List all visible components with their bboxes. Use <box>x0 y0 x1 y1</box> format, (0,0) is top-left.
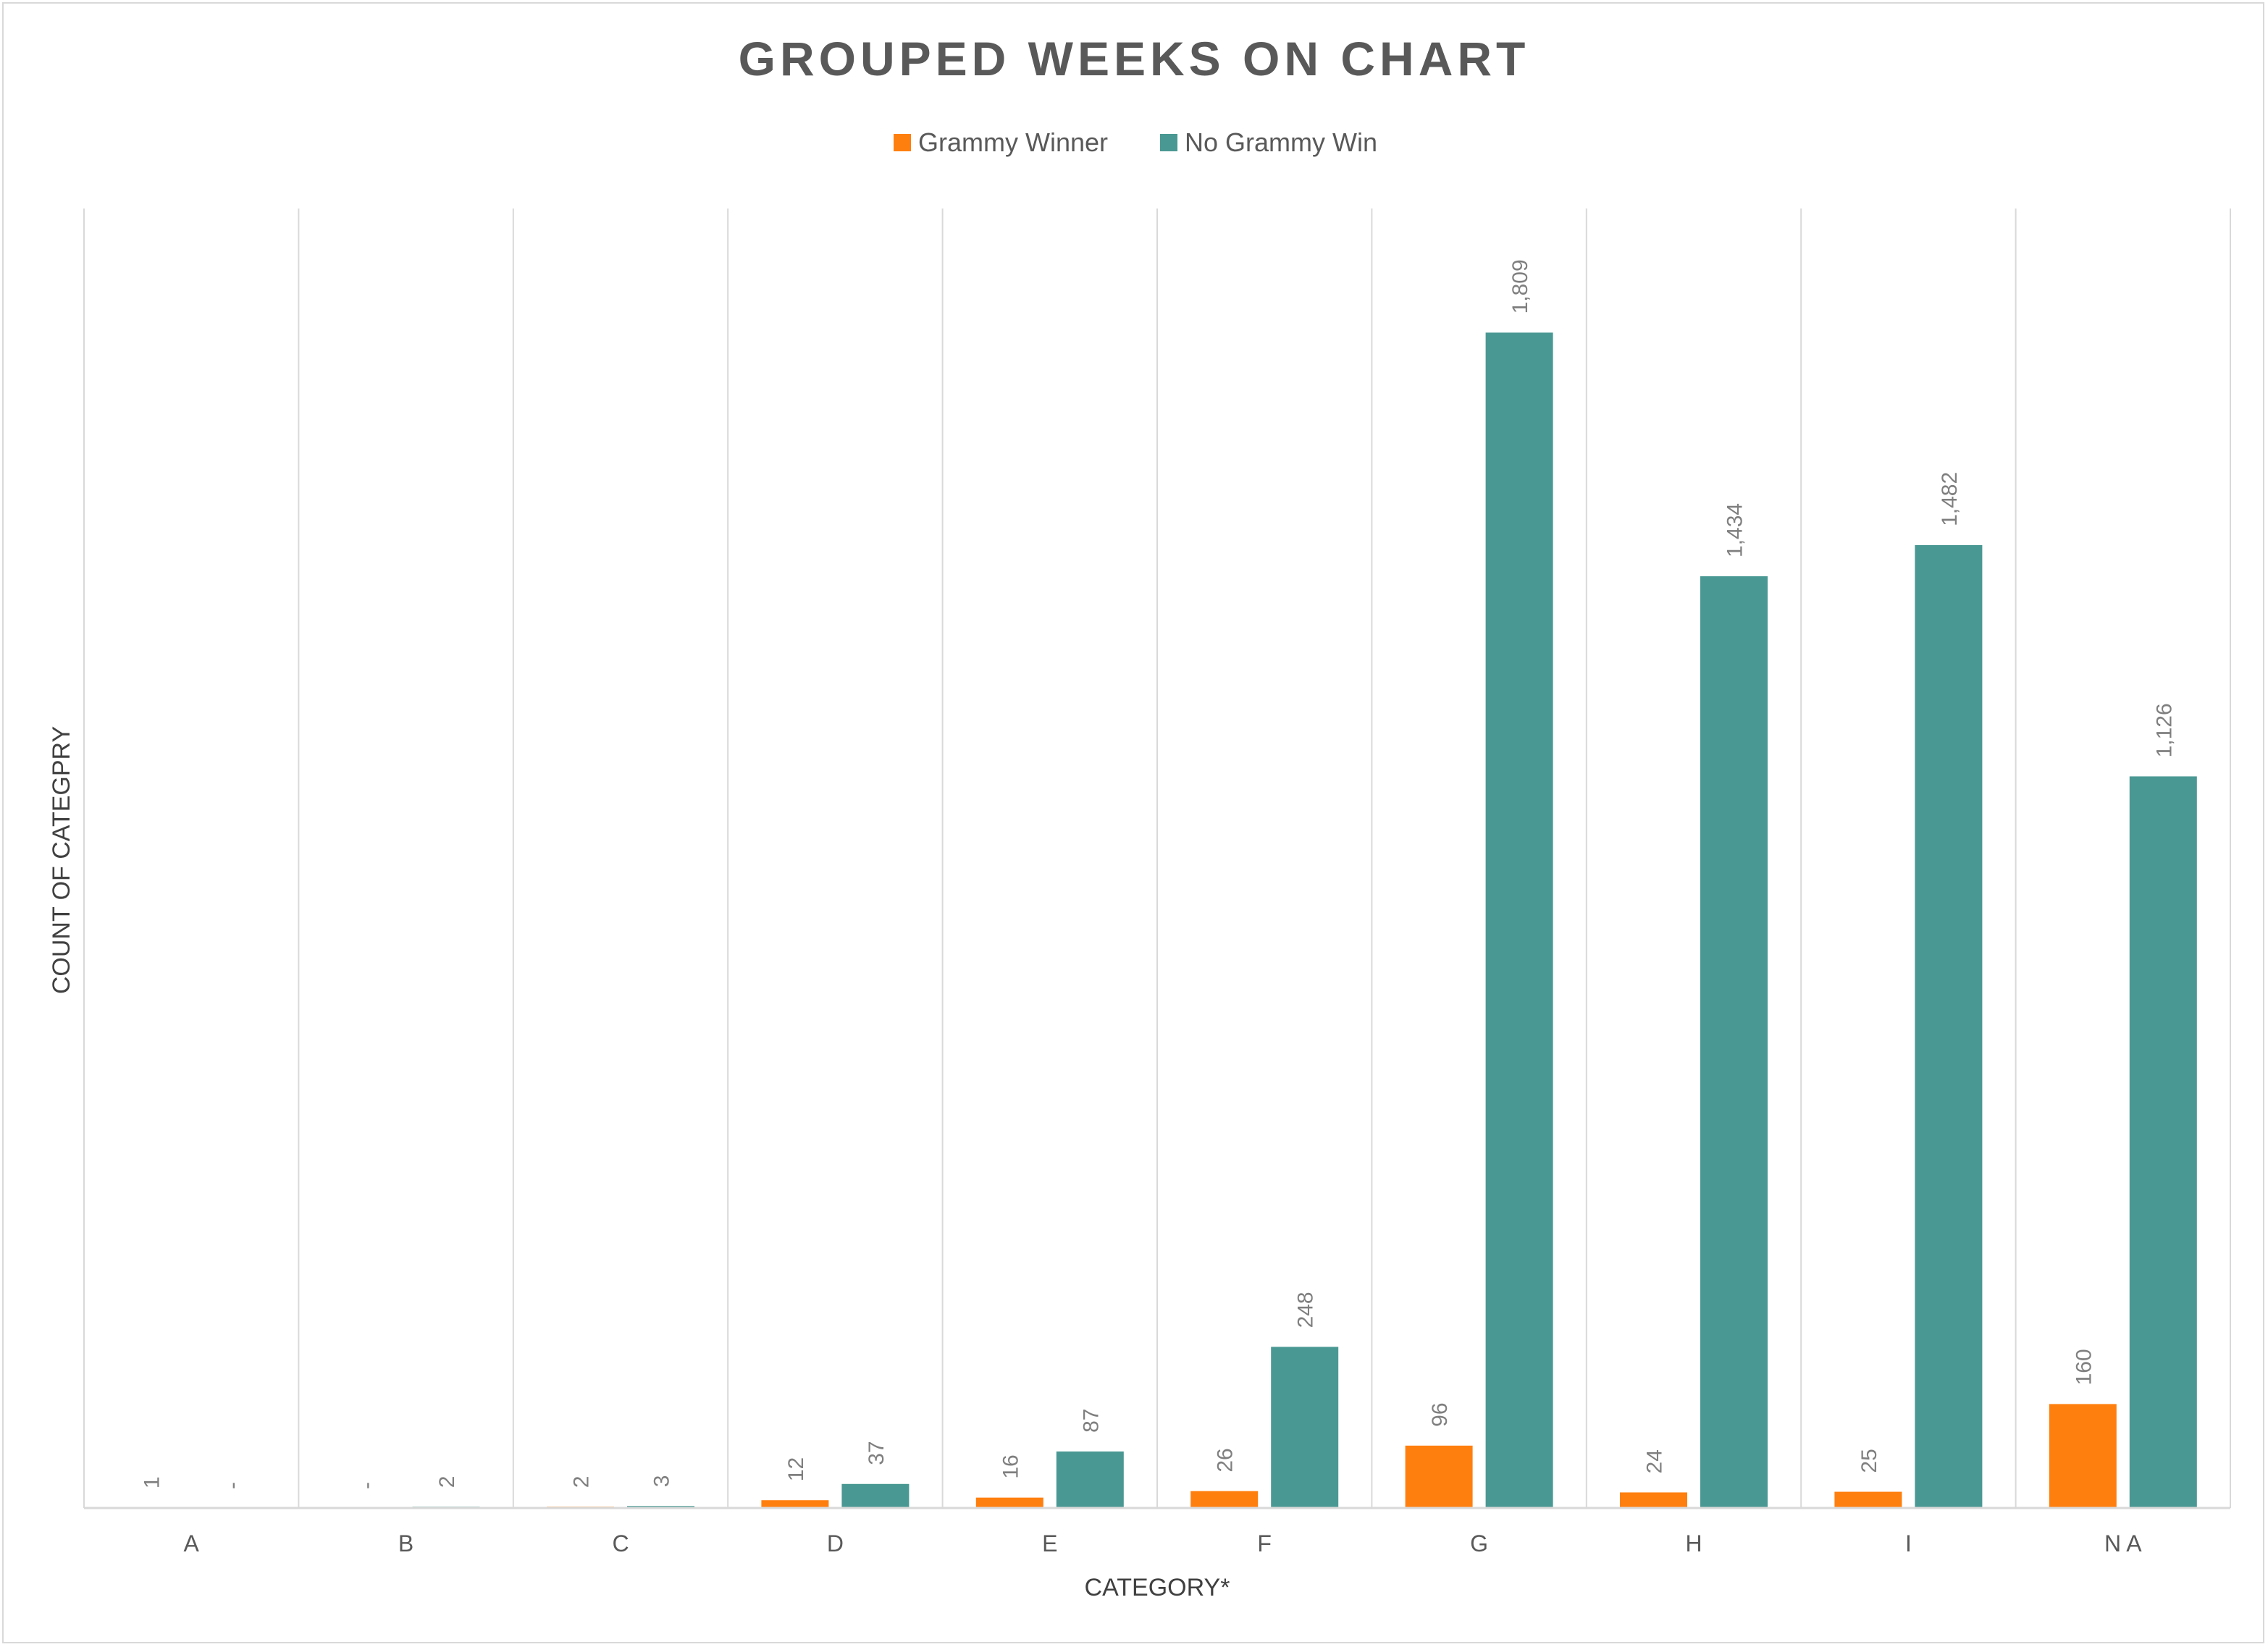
data-label-grammy-winner-n-a: 160 <box>2072 1349 2096 1385</box>
x-tick-label: B <box>398 1530 413 1557</box>
bar-no-grammy-win-i <box>1915 544 1983 1508</box>
x-tick-label: D <box>827 1530 844 1557</box>
x-tick-label: A <box>184 1530 200 1557</box>
y-axis-title: COUNT OF CATEGPRY <box>48 726 75 994</box>
bar-grammy-winner-n-a <box>2049 1404 2117 1508</box>
x-tick-label: G <box>1470 1530 1488 1557</box>
chart-title: GROUPED WEEKS ON CHART <box>739 32 1530 85</box>
x-axis-title: CATEGORY* <box>1085 1574 1230 1601</box>
data-label-no-grammy-win-f: 248 <box>1294 1292 1318 1328</box>
bar-no-grammy-win-e <box>1056 1451 1124 1508</box>
bar-no-grammy-win-g <box>1485 332 1553 1508</box>
legend-swatch-no-grammy-win <box>1160 134 1177 151</box>
data-label-no-grammy-win-i: 1,482 <box>1938 472 1962 526</box>
data-label-grammy-winner-b: - <box>355 1482 379 1489</box>
data-label-grammy-winner-h: 24 <box>1643 1449 1667 1473</box>
bar-no-grammy-win-n-a <box>2129 776 2197 1508</box>
bar-no-grammy-win-f <box>1271 1347 1339 1508</box>
x-tick-label: I <box>1905 1530 1912 1557</box>
data-label-no-grammy-win-c: 3 <box>650 1475 674 1488</box>
data-label-no-grammy-win-n-a: 1,126 <box>2152 703 2176 757</box>
bars <box>117 332 2197 1508</box>
bar-no-grammy-win-h <box>1700 576 1768 1508</box>
data-labels: 1 - - 2 2 3 12 37 16 87 26 248 96 1,809 24 1,434 25 1,482… <box>140 259 2177 1489</box>
legend: Grammy Winner No Grammy Win <box>894 127 1377 157</box>
x-tick-label: F <box>1257 1530 1272 1557</box>
data-label-no-grammy-win-d: 37 <box>865 1441 889 1465</box>
x-tick-label: E <box>1042 1530 1057 1557</box>
category-gridlines <box>83 208 2231 1508</box>
data-label-grammy-winner-e: 16 <box>999 1454 1022 1478</box>
x-tick-label: H <box>1685 1530 1702 1557</box>
bar-no-grammy-win-d <box>841 1483 910 1508</box>
x-tick-label: C <box>612 1530 629 1557</box>
data-label-grammy-winner-c: 2 <box>570 1476 594 1488</box>
data-label-no-grammy-win-b: 2 <box>435 1476 459 1488</box>
data-label-no-grammy-win-a: - <box>221 1482 245 1489</box>
bar-grammy-winner-i <box>1834 1491 1902 1508</box>
data-label-grammy-winner-i: 25 <box>1857 1449 1881 1473</box>
legend-swatch-grammy-winner <box>894 134 911 151</box>
x-tick-label: N A <box>2104 1530 2142 1557</box>
data-label-grammy-winner-g: 96 <box>1428 1402 1452 1426</box>
data-label-grammy-winner-d: 12 <box>784 1457 808 1481</box>
data-label-no-grammy-win-g: 1,809 <box>1508 259 1532 313</box>
bar-grammy-winner-e <box>975 1497 1043 1508</box>
bar-grammy-winner-d <box>761 1500 829 1508</box>
legend-label-no-grammy-win: No Grammy Win <box>1185 127 1377 157</box>
data-label-grammy-winner-f: 26 <box>1214 1448 1238 1472</box>
bar-grammy-winner-f <box>1190 1491 1259 1508</box>
bar-grammy-winner-g <box>1405 1445 1473 1508</box>
data-label-no-grammy-win-h: 1,434 <box>1723 503 1747 557</box>
legend-label-grammy-winner: Grammy Winner <box>918 127 1108 157</box>
bar-grammy-winner-h <box>1620 1492 1687 1508</box>
data-label-grammy-winner-a: 1 <box>140 1476 164 1488</box>
data-label-no-grammy-win-e: 87 <box>1079 1409 1103 1433</box>
